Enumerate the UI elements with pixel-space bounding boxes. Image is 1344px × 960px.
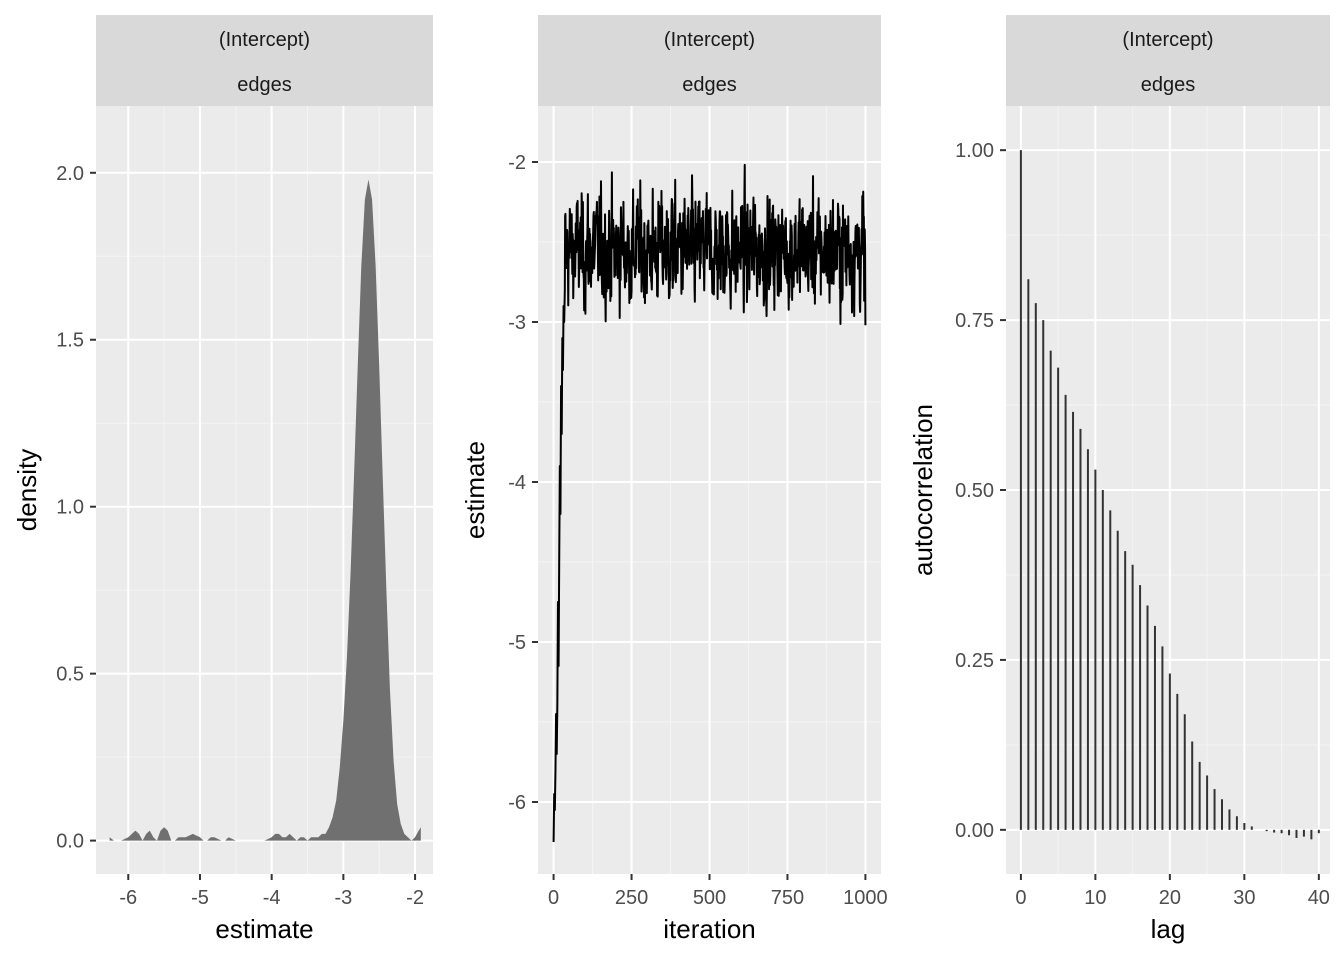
x-tick-label: -4 [263,887,281,909]
y-tick-label: -6 [508,792,526,814]
panel-2: (Intercept) edges 0 250 500 750 1000 -6 -5 -4 -3 -2… [460,15,888,944]
x-tick-label: 750 [771,887,804,909]
x-tick-label: 500 [693,887,726,909]
x-tick-label: 40 [1308,887,1330,909]
facet-strip-label: (Intercept) [219,29,310,51]
x-axis-title: lag [1151,914,1186,944]
x-tick-label: -2 [406,887,424,909]
facet-strip-label: edges [682,74,737,96]
panel-3: (Intercept) edges 0 10 20 30 40 0.00 0.25 0.50 0.7… [908,15,1330,944]
y-axis-title: autocorrelation [908,404,938,576]
y-tick-label: 0.25 [955,650,994,672]
x-axis-title: iteration [663,914,756,944]
y-tick-label: 1.5 [56,330,84,352]
x-tick-label: 30 [1233,887,1255,909]
facet-strip-label: (Intercept) [664,29,755,51]
facet-strip-label: edges [237,74,292,96]
y-tick-label: -4 [508,472,526,494]
x-tick-label: 1000 [843,887,888,909]
x-tick-label: 10 [1084,887,1106,909]
x-tick-label: -5 [191,887,209,909]
y-tick-label: 1.0 [56,497,84,519]
x-tick-label: -3 [334,887,352,909]
x-tick-label: 20 [1159,887,1181,909]
facet-strip [1006,15,1330,106]
y-tick-label: 0.50 [955,480,994,502]
x-tick-label: 0 [1015,887,1026,909]
y-tick-label: 0.75 [955,310,994,332]
y-tick-label: -5 [508,632,526,654]
facet-strip-label: edges [1141,74,1196,96]
y-tick-label: -3 [508,312,526,334]
y-tick-label: 0.00 [955,820,994,842]
y-tick-label: 0.0 [56,831,84,853]
x-tick-label: 250 [615,887,648,909]
x-axis-title: estimate [215,914,313,944]
y-tick-label: 1.00 [955,140,994,162]
facet-strip [96,15,433,106]
density-area [109,179,421,841]
panel-1: (Intercept) edges -6 -5 -4 -3 -2 0.0 0.5 1.0 1.5 2.… [12,15,433,944]
y-tick-label: 0.5 [56,664,84,686]
y-axis-title: estimate [460,441,490,539]
facet-strip-label: (Intercept) [1122,29,1213,51]
y-tick-label: 2.0 [56,163,84,185]
x-tick-label: -6 [119,887,137,909]
facet-strip [538,15,881,106]
y-axis-title: density [12,449,42,531]
y-tick-label: -2 [508,152,526,174]
trace-line [552,163,867,843]
x-tick-label: 0 [548,887,559,909]
